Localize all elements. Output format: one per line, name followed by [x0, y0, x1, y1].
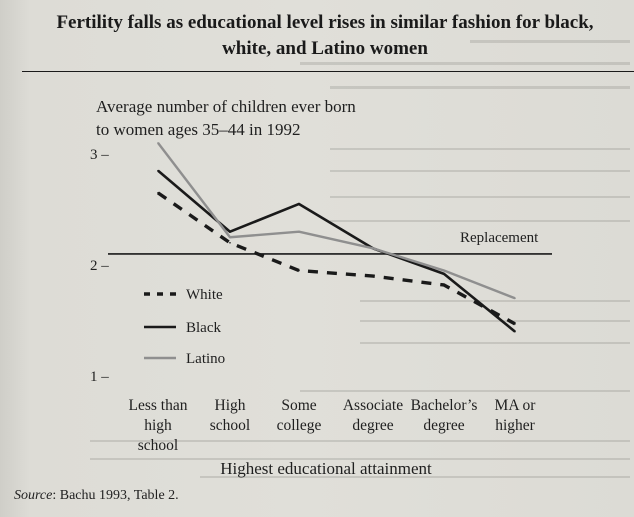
title-rule: [22, 71, 634, 72]
data-point-white-5: [443, 284, 445, 286]
x-axis-label: Highest educational attainment: [220, 459, 432, 478]
data-point-white-6: [514, 323, 516, 325]
y-tick-label-3: 3 –: [90, 147, 109, 163]
x-tick-label-1-line-3: school: [138, 437, 178, 454]
source-text: : Bachu 1993, Table 2.: [52, 488, 179, 503]
figure-title-line-2: white, and Latino women: [222, 38, 428, 59]
data-point-latino-2: [229, 236, 231, 239]
data-point-latino-5: [443, 269, 445, 272]
series-line-white: [157, 191, 516, 326]
data-point-black-3: [298, 203, 300, 205]
data-point-white-3: [298, 269, 300, 272]
series-line-black: [157, 169, 516, 333]
figure-title-line-1: Fertility falls as educational level ris…: [56, 12, 594, 33]
data-point-latino-3: [298, 230, 300, 233]
figure-title: Fertility falls as educational level ris…: [30, 10, 620, 62]
x-tick-label-5-line-2: degree: [423, 417, 464, 434]
legend-label-black: Black: [186, 320, 221, 336]
x-tick-label-6-line-1: MA or: [495, 397, 537, 414]
data-point-white-1: [157, 192, 159, 194]
x-tick-label-3-line-1: Some: [281, 397, 316, 414]
x-tick-label-4-line-1: Associate: [343, 397, 403, 414]
chart-title-line-1: Average number of children ever born: [96, 97, 356, 116]
y-tick-label-1: 1 –: [90, 369, 109, 385]
source-label: Source: [14, 488, 53, 503]
x-tick-label-3-line-2: college: [277, 417, 322, 434]
data-point-latino-6: [514, 297, 516, 300]
data-point-black-5: [443, 273, 445, 275]
x-tick-label-4-line-2: degree: [352, 417, 393, 434]
legend-label-white: White: [186, 287, 223, 303]
data-point-black-6: [514, 330, 516, 333]
data-point-black-2: [229, 230, 231, 233]
replacement-label: Replacement: [460, 230, 539, 246]
series-line-latino: [157, 142, 516, 300]
data-point-white-4: [372, 275, 374, 277]
x-tick-label-2-line-1: High: [215, 397, 246, 414]
y-tick-label-2: 2 –: [90, 258, 109, 274]
x-tick-label-6-line-2: higher: [495, 417, 535, 434]
x-tick-label-1-line-1: Less than: [129, 397, 188, 414]
data-point-black-1: [157, 169, 159, 172]
x-tick-label-5-line-1: Bachelor’s: [411, 397, 478, 414]
data-point-latino-1: [157, 142, 159, 144]
source-note: Source: Bachu 1993, Table 2.: [14, 488, 179, 504]
x-tick-label-2-line-2: school: [210, 417, 250, 434]
data-point-white-2: [229, 242, 231, 244]
chart-title-line-2: to women ages 35–44 in 1992: [96, 120, 300, 139]
x-tick-label-1-line-2: high: [144, 417, 172, 434]
data-point-latino-4: [372, 247, 374, 250]
legend-label-latino: Latino: [186, 351, 225, 367]
